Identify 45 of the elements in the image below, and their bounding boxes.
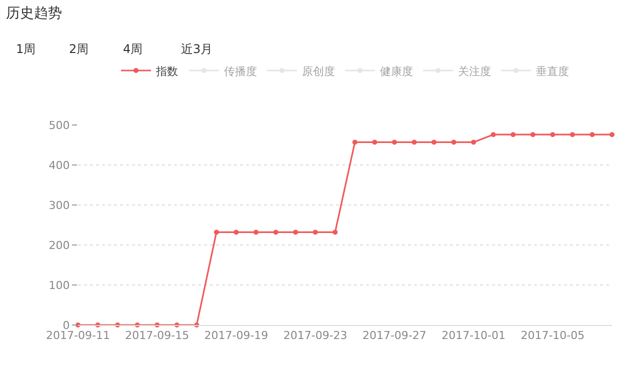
point — [590, 132, 595, 138]
point — [570, 132, 575, 138]
legend-label: 传播度 — [224, 64, 257, 78]
legend-label: 关注度 — [458, 64, 491, 78]
text: 近3月 — [181, 42, 213, 56]
y-tick-label: 100 — [48, 278, 70, 292]
point — [412, 140, 417, 145]
chart-title: 历史趋势 — [6, 5, 62, 22]
point — [352, 140, 358, 145]
x-tick-label: 2017-09-15 — [125, 329, 190, 342]
text: 2周 — [69, 42, 89, 56]
y-tick-label: 200 — [48, 238, 70, 252]
point — [451, 140, 456, 145]
point — [234, 230, 239, 235]
y-tick-label: 500 — [48, 118, 70, 132]
x-tick-label: 2017-10-05 — [520, 329, 585, 342]
y-tick-label: 0 — [62, 318, 70, 332]
point — [214, 230, 219, 235]
legend-label: 健康度 — [380, 64, 413, 78]
x-tick-label: 2017-09-27 — [362, 329, 426, 342]
y-tick-label: 400 — [48, 158, 70, 172]
point — [432, 140, 436, 145]
point — [610, 132, 614, 138]
text: 4周 — [123, 42, 143, 56]
point — [392, 140, 397, 145]
x-tick-label: 2017-09-11 — [46, 329, 110, 342]
x-tick-label: 2017-10-01 — [442, 329, 506, 342]
point — [372, 140, 378, 145]
point — [293, 230, 298, 235]
point — [273, 230, 278, 235]
point — [332, 230, 338, 235]
point — [510, 132, 516, 138]
y-tick-label: 300 — [48, 198, 70, 212]
legend-label: 指数 — [155, 64, 178, 78]
point — [312, 230, 318, 235]
point — [471, 140, 476, 145]
x-tick-label: 2017-09-23 — [283, 329, 348, 342]
x-tick-label: 2017-09-19 — [204, 329, 268, 342]
point — [550, 132, 556, 138]
text: 1周 — [16, 42, 36, 56]
point — [254, 230, 258, 235]
point — [530, 132, 536, 138]
legend-label: 垂直度 — [536, 64, 569, 78]
point — [490, 132, 496, 138]
legend-label: 原创度 — [302, 64, 335, 78]
